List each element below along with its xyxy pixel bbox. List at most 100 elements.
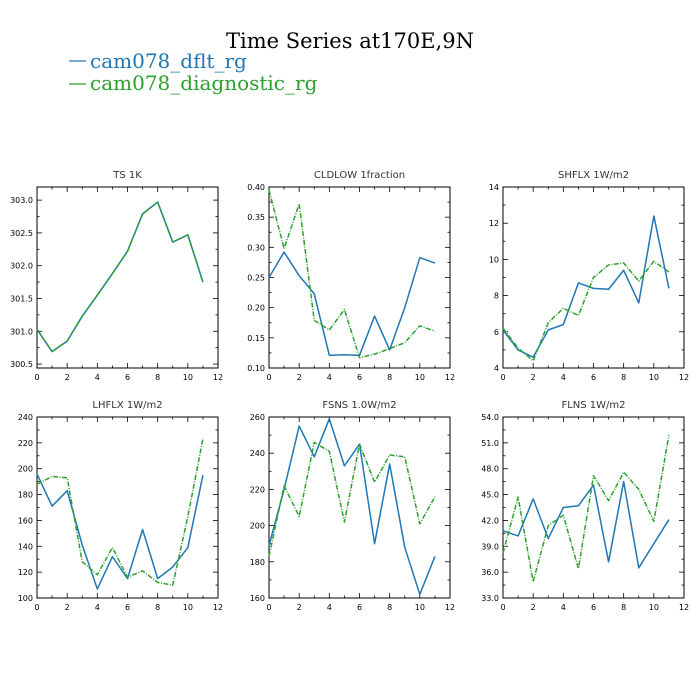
y-tick-label: 301.5: [10, 294, 33, 303]
y-tick-label: 54.0: [481, 413, 499, 422]
chart-panel: LHFLX 1W/m2 0 2 4 6 8 10 12 100 120 140 160 180 200 22…: [18, 400, 223, 612]
y-tick-label: 0.30: [247, 243, 265, 252]
y-tick-label: 260: [250, 413, 265, 422]
x-tick-label: 8: [621, 373, 626, 382]
figure-legend: cam078_dflt_rg cam078_diagnostic_rg: [69, 49, 318, 95]
series-line-diagnostic: [268, 189, 436, 359]
series-line-diagnostic: [268, 441, 436, 557]
y-tick-label: 14: [489, 183, 499, 192]
x-tick-label: 0: [500, 373, 505, 382]
x-tick-label: 6: [591, 373, 596, 382]
chart-panel: TS 1K 0 2 4 6 8 10 12 300.5 301.0 301.5 302.0 302.5 3…: [10, 170, 223, 382]
y-tick-label: 100: [18, 594, 33, 603]
x-tick-label: 8: [387, 373, 392, 382]
y-tick-label: 300.5: [10, 360, 33, 369]
panel-title: CLDLOW 1fraction: [314, 170, 405, 181]
chart-panel: FLNS 1W/m2 0 2 4 6 8 10 12 33.0 36.0 39.0 42.0 45.0 4…: [481, 400, 689, 612]
y-tick-label: 12: [489, 219, 499, 228]
figure-title: Time Series at170E,9N: [226, 29, 474, 53]
y-tick-label: 200: [18, 465, 33, 474]
x-tick-label: 6: [125, 373, 130, 382]
x-tick-label: 10: [649, 603, 659, 612]
y-tick-label: 33.0: [481, 594, 499, 603]
series-line-diagnostic: [502, 434, 670, 583]
x-tick-label: 2: [531, 373, 536, 382]
x-tick-label: 8: [155, 373, 160, 382]
plot-frame: [36, 186, 219, 369]
y-tick-label: 160: [250, 594, 265, 603]
series-line-dflt: [268, 251, 436, 357]
x-tick-label: 10: [415, 603, 425, 612]
legend-label-diagnostic: cam078_diagnostic_rg: [90, 71, 318, 95]
y-tick-label: 0.10: [247, 364, 265, 373]
series-line-diagnostic: [36, 201, 204, 353]
x-tick-label: 4: [327, 373, 332, 382]
x-tick-label: 6: [591, 603, 596, 612]
x-tick-label: 2: [65, 603, 70, 612]
x-tick-label: 0: [266, 373, 271, 382]
y-tick-label: 0.25: [247, 274, 265, 283]
chart-panel: SHFLX 1W/m2 0 2 4 6 8 10 12 4 6 8 10 12 14: [489, 170, 689, 382]
y-tick-label: 39.0: [481, 542, 499, 551]
x-tick-label: 6: [357, 603, 362, 612]
x-tick-label: 4: [95, 373, 100, 382]
y-tick-label: 303.0: [10, 196, 33, 205]
x-tick-label: 2: [297, 373, 302, 382]
plot-frame: [36, 416, 219, 599]
y-tick-label: 0.35: [247, 213, 265, 222]
panel-title: TS 1K: [112, 170, 142, 181]
series-line-dflt: [36, 473, 204, 590]
x-tick-label: 0: [34, 373, 39, 382]
y-tick-label: 6: [494, 328, 499, 337]
y-tick-label: 220: [250, 485, 265, 494]
x-tick-label: 12: [213, 373, 223, 382]
series-line-dflt: [268, 418, 436, 596]
y-tick-label: 140: [18, 542, 33, 551]
y-tick-label: 0.20: [247, 304, 265, 313]
y-tick-label: 301.0: [10, 327, 33, 336]
y-tick-label: 51.0: [481, 439, 499, 448]
series-line-diagnostic: [36, 438, 204, 586]
panel-title: FSNS 1.0W/m2: [322, 400, 396, 411]
y-tick-label: 240: [250, 449, 265, 458]
panel-title: FLNS 1W/m2: [561, 400, 625, 411]
panel-title: SHFLX 1W/m2: [558, 170, 629, 181]
y-tick-label: 180: [18, 491, 33, 500]
y-tick-label: 45.0: [481, 491, 499, 500]
x-tick-label: 4: [561, 373, 566, 382]
chart-panel: FSNS 1.0W/m2 0 2 4 6 8 10 12 160 180 200 220 240 260: [250, 400, 455, 612]
y-tick-label: 48.0: [481, 465, 499, 474]
x-tick-label: 12: [679, 373, 689, 382]
x-tick-label: 8: [621, 603, 626, 612]
x-tick-label: 6: [357, 373, 362, 382]
y-tick-label: 10: [489, 255, 499, 264]
y-tick-label: 120: [18, 568, 33, 577]
x-tick-label: 12: [445, 373, 455, 382]
y-tick-label: 240: [18, 413, 33, 422]
x-tick-label: 2: [531, 603, 536, 612]
x-tick-label: 4: [327, 603, 332, 612]
y-tick-label: 302.0: [10, 262, 33, 271]
x-tick-label: 12: [445, 603, 455, 612]
y-tick-label: 200: [250, 522, 265, 531]
x-tick-label: 4: [561, 603, 566, 612]
x-tick-label: 10: [183, 603, 193, 612]
chart-panel: CLDLOW 1fraction 0 2 4 6 8 10 12 0.10 0.15 0.20 0.2…: [247, 170, 455, 382]
y-tick-label: 0.15: [247, 334, 265, 343]
x-tick-label: 12: [679, 603, 689, 612]
x-tick-label: 2: [65, 373, 70, 382]
x-tick-label: 10: [415, 373, 425, 382]
y-tick-label: 302.5: [10, 229, 33, 238]
series-line-dflt: [502, 215, 670, 358]
y-tick-label: 0.40: [247, 183, 265, 192]
x-tick-label: 0: [500, 603, 505, 612]
y-tick-label: 220: [18, 439, 33, 448]
y-tick-label: 160: [18, 516, 33, 525]
x-tick-label: 2: [297, 603, 302, 612]
x-tick-label: 0: [34, 603, 39, 612]
series-line-dflt: [502, 480, 670, 569]
panel-title: LHFLX 1W/m2: [92, 400, 162, 411]
y-tick-label: 180: [250, 558, 265, 567]
y-tick-label: 42.0: [481, 516, 499, 525]
